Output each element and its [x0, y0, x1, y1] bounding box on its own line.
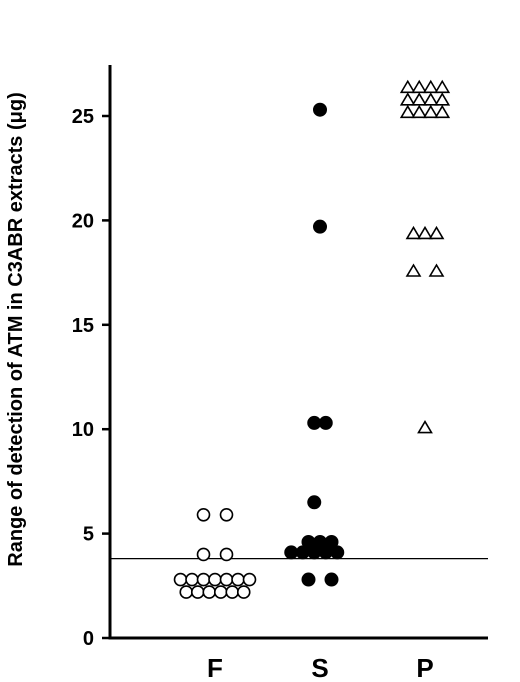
data-point-p	[413, 94, 426, 105]
data-point-f	[221, 509, 233, 521]
data-point-s	[308, 496, 321, 509]
data-point-s	[314, 103, 327, 116]
data-point-p	[407, 265, 420, 276]
y-tick-label: 15	[72, 315, 94, 337]
data-point-s	[325, 573, 338, 586]
data-point-f	[180, 586, 192, 598]
data-point-s	[319, 416, 332, 429]
data-point-p	[407, 227, 420, 238]
data-point-s	[331, 546, 344, 559]
data-point-p	[430, 227, 443, 238]
y-tick-label: 5	[83, 524, 94, 546]
data-point-f	[232, 574, 244, 586]
y-tick-label: 20	[72, 210, 94, 232]
data-point-f	[244, 574, 256, 586]
data-point-p	[424, 106, 437, 117]
data-point-p	[424, 81, 437, 92]
data-point-p	[436, 106, 449, 117]
y-tick-label: 0	[83, 628, 94, 650]
data-point-f	[215, 586, 227, 598]
y-tick-label: 10	[72, 419, 94, 441]
data-point-f	[226, 586, 238, 598]
data-point-p	[436, 81, 449, 92]
data-point-f	[198, 574, 210, 586]
data-point-f	[209, 574, 221, 586]
data-point-f	[198, 509, 210, 521]
data-point-f	[221, 548, 233, 560]
category-label-p: P	[416, 653, 433, 682]
data-point-p	[419, 422, 432, 433]
data-point-p	[436, 94, 449, 105]
data-point-p	[419, 227, 432, 238]
data-point-p	[430, 265, 443, 276]
data-point-f	[175, 574, 187, 586]
y-axis-label: Range of detection of ATM in C3ABR extra…	[5, 92, 27, 566]
data-point-s	[314, 220, 327, 233]
data-point-f	[192, 586, 204, 598]
category-label-s: S	[311, 653, 328, 682]
data-point-f	[186, 574, 198, 586]
data-point-f	[238, 586, 250, 598]
y-tick-label: 25	[72, 106, 94, 128]
data-point-s	[302, 573, 315, 586]
data-point-p	[424, 94, 437, 105]
data-point-p	[413, 106, 426, 117]
data-point-f	[203, 586, 215, 598]
category-label-f: F	[207, 653, 223, 682]
data-point-p	[401, 94, 414, 105]
data-point-f	[198, 548, 210, 560]
data-point-p	[401, 106, 414, 117]
data-point-p	[401, 81, 414, 92]
data-point-p	[413, 81, 426, 92]
data-point-f	[221, 574, 233, 586]
